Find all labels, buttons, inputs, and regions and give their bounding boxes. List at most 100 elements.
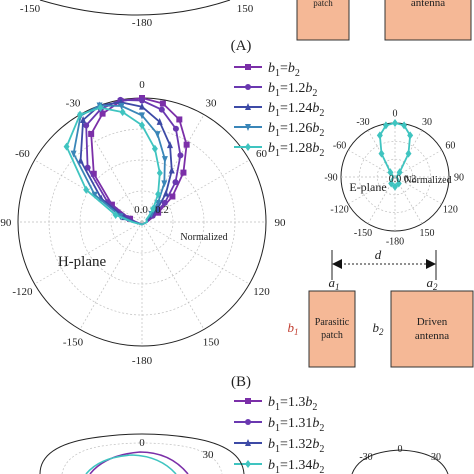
b1-label: b1	[288, 320, 299, 337]
legend-c-entry-1: b1=1.31b2	[268, 416, 324, 434]
e-plane-angle-tick--90: -90	[324, 173, 337, 184]
panel-label-b: (B)	[231, 374, 251, 390]
h-plane-angle-ticks: 0 30 60 90 120 150 -180 -150 -120 -90 -60 -30	[0, 79, 286, 367]
h-plane-series-3-point-7	[139, 112, 145, 120]
h-plane-series-4-point-6	[119, 108, 126, 117]
e-plane-series-0-point-15	[392, 182, 398, 191]
antenna-diagram: d a1 a2 Parasitic patch Driven antenna b…	[288, 247, 474, 368]
e-plane-angle-tick-150: 150	[420, 228, 435, 239]
e-plane-series-0-point-6	[392, 119, 398, 127]
h-plane-series-1-point-8	[158, 106, 165, 113]
b2-label: b2	[373, 320, 385, 337]
h-plane-series-2-point-9	[166, 141, 173, 149]
e-plane-series-0-point-16	[388, 179, 395, 188]
panel-c-e-arc	[351, 449, 449, 474]
panel-c-h-tick-30: 30	[203, 449, 215, 461]
h-plane-series-4-point-2	[83, 185, 90, 194]
h-plane-angle-tick--120: -120	[12, 286, 33, 298]
h-plane-series-1-point-7	[139, 97, 145, 104]
e-plane-angle-tick-60: 60	[445, 141, 455, 152]
h-plane-series-1-point-9	[172, 125, 179, 132]
panel-c-h-grid-arc	[61, 442, 223, 474]
h-plane-spoke-150	[141, 221, 205, 330]
driven-antenna-rect	[390, 290, 474, 368]
e-plane-spoke-300	[348, 149, 396, 178]
h-plane-series-3-point-3	[70, 150, 77, 158]
h-plane-series-4-point-8	[151, 144, 158, 153]
h-plane-series-2-point-11	[162, 189, 169, 197]
h-plane-angle-tick--180: -180	[132, 355, 153, 367]
h-plane-series-3-point-8	[154, 131, 161, 139]
driven-antenna-line2: antenna	[415, 330, 449, 342]
e-plane-spoke-60	[394, 149, 442, 178]
e-plane-angle-tick--60: -60	[333, 141, 346, 152]
e-plane-radial-tick-1: 0.2	[404, 174, 417, 185]
h-plane-series-3-point-9	[161, 156, 168, 164]
top-antenna-label: antenna	[411, 0, 445, 9]
panel-c-partial-polar: 0 30 -30 0 30	[39, 433, 449, 474]
h-plane-series-0-point-3	[90, 170, 97, 177]
h-plane-series-2-point-3	[77, 156, 84, 164]
parasitic-patch-rect	[308, 290, 356, 368]
h-plane-spoke-330	[79, 114, 143, 223]
top-tick-right: 150	[237, 3, 254, 15]
legend-b-swatch-marker-2	[245, 103, 251, 110]
legend-b-swatch-marker-0	[245, 64, 251, 70]
d-label: d	[375, 247, 382, 262]
top-tick-bottom: -180	[132, 17, 153, 29]
legend-b-entry-3: b1=1.26b2	[268, 121, 324, 139]
h-plane-series-2-point-10	[168, 166, 175, 174]
h-plane-angle-tick--150: -150	[63, 336, 84, 348]
a1-label: a1	[329, 275, 340, 292]
panel-c-h-tick-0: 0	[139, 437, 145, 449]
panel-c-e-tick-0: 0	[398, 444, 403, 455]
legend-c-swatch-marker-3	[245, 460, 251, 468]
panel-label-a: (A)	[231, 38, 252, 54]
e-plane-grid-ring-1	[359, 141, 431, 213]
h-plane-series-1-point-4	[83, 122, 90, 129]
h-plane-series-1-point-10	[177, 152, 184, 159]
h-plane-spoke-240	[34, 221, 143, 285]
h-plane-series-4-point-11	[150, 204, 157, 213]
e-plane-angle-tick-30: 30	[422, 117, 432, 128]
e-plane-spoke-240	[348, 176, 396, 205]
legend-c-swatch-marker-0	[245, 398, 251, 404]
e-plane-angle-ticks: 0 30 60 90 120 150 -180 -150 -120 -90 -60 -30	[324, 109, 464, 248]
legend-c: b1=1.3b2 b1=1.31b2 b1=1.32b2 b1=1.34b2	[234, 395, 324, 474]
e-plane-series-0-point-2	[387, 168, 394, 177]
d-arrow-right	[426, 259, 436, 269]
legend-b-entry-4: b1=1.28b2	[268, 141, 324, 159]
h-plane-spoke-120	[141, 221, 250, 285]
h-plane-series-4-point-3	[63, 142, 70, 151]
h-plane-series-0-point-11	[180, 169, 187, 176]
h-plane-series-3-point-10	[161, 180, 168, 188]
h-plane-radial-tick-1: 0.2	[155, 204, 169, 216]
h-plane-angle-tick--90: -90	[0, 217, 12, 229]
h-plane-series-4-point-7	[139, 121, 145, 130]
e-plane-series-0-point-14	[395, 179, 402, 188]
e-plane-series-0-point-5	[382, 121, 389, 130]
h-plane-series-2-point-12	[154, 205, 161, 213]
h-plane-normalized-label: Normalized	[180, 232, 227, 243]
parasitic-patch-line2: patch	[321, 330, 343, 341]
e-plane-series	[376, 119, 414, 191]
legend-b-swatch-marker-4	[245, 143, 251, 151]
h-plane-spoke-30	[141, 114, 205, 223]
a2-label: a2	[427, 275, 439, 292]
e-plane-series-0-point-8	[407, 131, 414, 140]
parasitic-patch-line1: Parasitic	[315, 317, 350, 328]
h-plane-series-3-point-2	[91, 191, 98, 199]
e-plane-series-0-point-3	[378, 149, 385, 158]
legend-c-entry-0: b1=1.3b2	[268, 395, 317, 413]
legend-c-swatch-marker-2	[245, 439, 251, 446]
e-plane-angle-tick-90: 90	[454, 173, 464, 184]
e-plane-label: E-plane	[349, 180, 386, 194]
e-plane-series-0-point-9	[405, 149, 412, 158]
h-plane-series-2-point-8	[156, 117, 163, 125]
panel-c-h-arc	[39, 433, 245, 474]
top-parasitic-patch	[296, 0, 350, 41]
h-plane-angle-tick-60: 60	[256, 148, 268, 160]
h-plane-polar-chart: 0 30 60 90 120 150 -180 -150 -120 -90 -60 -30 0.0 0…	[0, 79, 286, 367]
h-plane-series-0-point-5	[99, 110, 106, 117]
